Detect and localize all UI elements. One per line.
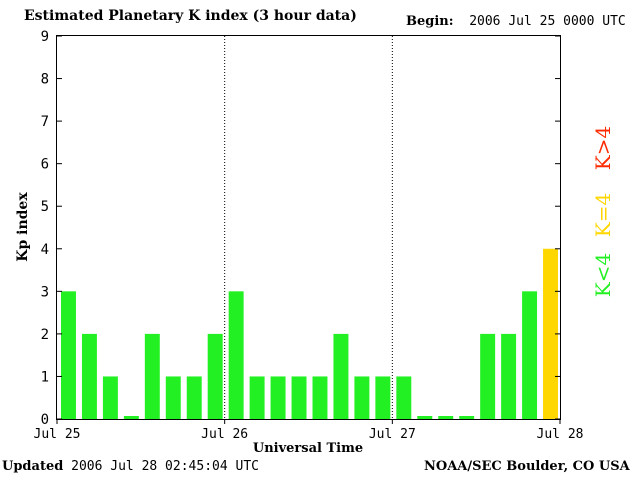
kp-bar	[81, 333, 97, 419]
y-tick-label: 6	[41, 157, 49, 173]
x-tick-label: Jul 28	[537, 427, 584, 442]
y-tick-label: 2	[41, 327, 49, 343]
chart-title: Estimated Planetary K index (3 hour data…	[24, 8, 357, 24]
legend-entry: K>4	[591, 126, 615, 170]
kp-bar	[249, 376, 265, 419]
kp-bar	[186, 376, 202, 419]
legend-entry: K<4	[591, 253, 615, 297]
plot-frame	[56, 35, 561, 420]
x-axis-ticks: Jul 25 Jul 26 Jul 27 Jul 28	[34, 419, 584, 442]
x-axis-label: Universal Time	[253, 441, 363, 456]
kp-bar	[522, 291, 538, 419]
kp-bar	[333, 333, 349, 419]
kp-bar	[312, 376, 328, 419]
kp-bar	[375, 376, 391, 419]
updated-label: Updated	[2, 459, 64, 474]
chart-legend: K<4 K=4 K>4	[591, 126, 615, 297]
kp-bar	[396, 376, 412, 419]
y-tick-label: 5	[41, 199, 49, 215]
chart-bars	[61, 248, 558, 419]
y-tick-label: 0	[41, 412, 49, 428]
y-tick-label: 1	[41, 369, 49, 385]
y-tick-label: 3	[41, 284, 49, 300]
kp-bar	[459, 416, 475, 419]
kp-bar	[438, 416, 454, 419]
legend-entry: K=4	[591, 193, 615, 237]
y-axis-label: Kp index	[15, 192, 31, 262]
x-tick-label: Jul 25	[34, 427, 81, 442]
kp-bar	[165, 376, 181, 419]
y-axis-ticks: 0 1 2 3 4 5 6 7 8 9	[41, 29, 560, 428]
y-tick-label: 7	[41, 114, 49, 130]
updated-value: 2006 Jul 28 02:45:04 UTC	[71, 459, 259, 474]
kp-bar	[102, 376, 118, 419]
kp-bar	[291, 376, 307, 419]
kp-bar	[354, 376, 370, 419]
x-tick-label: Jul 27	[369, 427, 416, 442]
begin-label: Begin:	[406, 14, 454, 29]
y-tick-label: 8	[41, 72, 49, 88]
y-tick-label: 4	[41, 242, 49, 258]
kp-bar	[543, 248, 558, 419]
begin-value: 2006 Jul 25 0000 UTC	[469, 14, 626, 29]
kp-bar	[144, 333, 160, 419]
chart-grid	[224, 36, 393, 419]
kp-bar	[228, 291, 244, 419]
kp-bar	[61, 291, 76, 419]
source-credit: NOAA/SEC Boulder, CO USA	[424, 459, 630, 474]
kp-bar	[270, 376, 286, 419]
kp-bar	[123, 416, 139, 419]
kp-bar	[501, 333, 517, 419]
begin-timestamp: Begin: 2006 Jul 25 0000 UTC	[406, 14, 626, 29]
kp-bar	[480, 333, 496, 419]
kp-bar	[417, 416, 433, 419]
x-tick-label: Jul 26	[201, 427, 248, 442]
updated-timestamp: Updated 2006 Jul 28 02:45:04 UTC	[2, 459, 259, 474]
kp-bar	[207, 333, 223, 419]
y-tick-label: 9	[41, 29, 49, 45]
